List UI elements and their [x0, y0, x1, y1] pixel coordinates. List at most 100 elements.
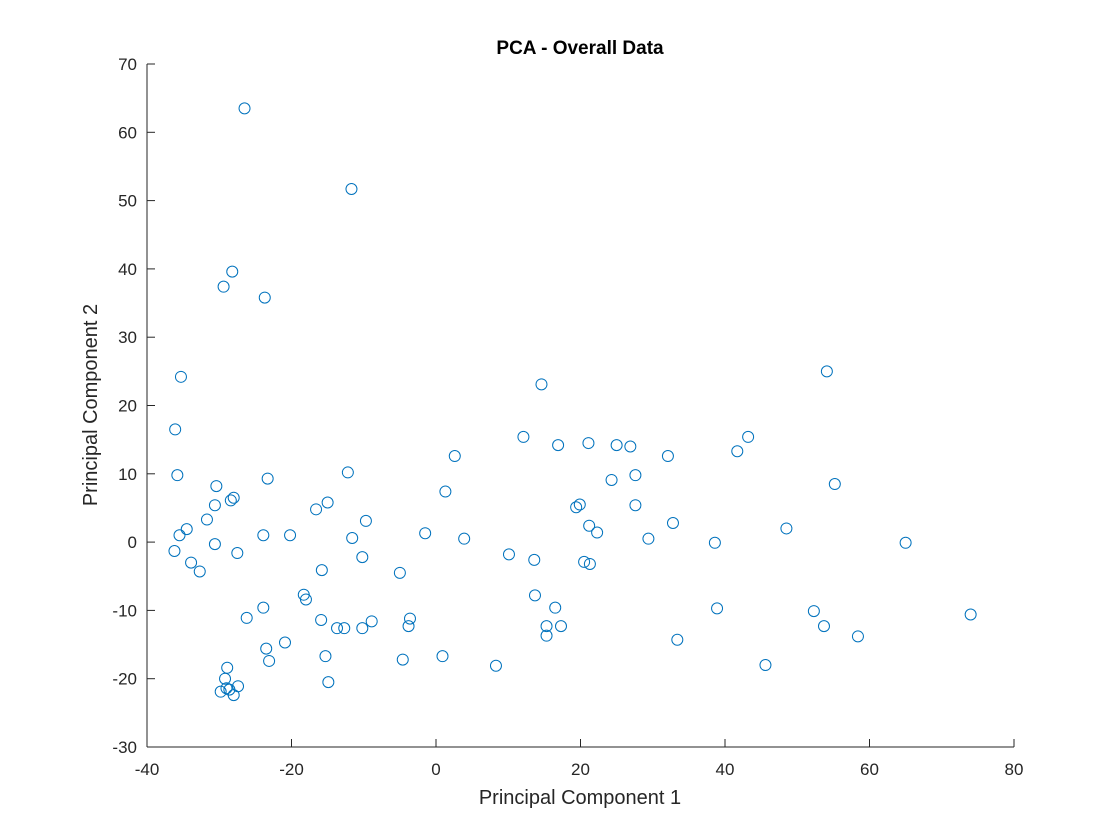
y-tick-label: -10 [112, 601, 137, 620]
data-point [231, 547, 244, 560]
data-point [711, 602, 724, 615]
data-point [341, 466, 354, 479]
x-tick-label: 40 [716, 760, 735, 779]
data-point [224, 494, 237, 507]
data-point [535, 378, 548, 391]
data-point [899, 536, 912, 549]
data-point [193, 565, 206, 578]
y-tick-label: 20 [118, 397, 137, 416]
data-point [319, 650, 332, 663]
data-point [554, 620, 567, 633]
data-point [851, 630, 864, 643]
data-point [214, 685, 227, 698]
data-point [299, 593, 312, 606]
data-point [671, 633, 684, 646]
data-point [402, 620, 415, 633]
data-point [185, 556, 198, 569]
data-point [605, 473, 618, 486]
data-point [315, 613, 328, 626]
data-point [261, 472, 274, 485]
data-point [540, 629, 553, 642]
data-point [666, 516, 679, 529]
data-point [200, 513, 213, 526]
data-point [448, 450, 461, 463]
data-point [573, 498, 586, 511]
data-point [528, 553, 541, 566]
chart-title: PCA - Overall Data [496, 38, 664, 59]
data-point [322, 676, 335, 689]
x-tick-label: -40 [135, 760, 160, 779]
data-point [583, 519, 596, 532]
data-point [489, 659, 502, 672]
data-point [217, 280, 230, 293]
y-tick-label: 70 [118, 55, 137, 74]
data-point [393, 566, 406, 579]
data-point [226, 265, 239, 278]
x-axis-label: Principal Component 1 [479, 787, 681, 809]
data-point [708, 536, 721, 549]
data-point [582, 437, 595, 450]
y-tick-label: 10 [118, 465, 137, 484]
data-point [310, 503, 323, 516]
data-point [578, 555, 591, 568]
data-point [210, 480, 223, 493]
y-tick-label: -30 [112, 738, 137, 757]
data-point [315, 564, 328, 577]
data-point [964, 608, 977, 621]
data-point [661, 450, 674, 463]
y-tick-label: -20 [112, 670, 137, 689]
data-point [458, 532, 471, 545]
data-point [396, 653, 409, 666]
y-tick-label: 0 [128, 533, 137, 552]
data-point [502, 548, 515, 561]
data-point [570, 501, 583, 514]
data-point [284, 529, 297, 542]
x-tick-label: 80 [1005, 760, 1024, 779]
data-point [278, 636, 291, 649]
y-axis-label: Principal Component 2 [80, 304, 102, 506]
data-point [257, 529, 270, 542]
data-point [258, 291, 271, 304]
data-point [742, 430, 755, 443]
data-point [403, 612, 416, 625]
data-point [359, 514, 372, 527]
data-point [583, 557, 596, 570]
data-point [820, 365, 833, 378]
data-point [171, 469, 184, 482]
data-point [219, 672, 232, 685]
data-point [624, 440, 637, 453]
data-point [817, 620, 830, 633]
data-point [238, 102, 251, 115]
data-point [168, 544, 181, 557]
data-point [345, 182, 358, 195]
data-point [439, 485, 452, 498]
data-point [208, 499, 221, 512]
data-point [642, 532, 655, 545]
data-point [828, 478, 841, 491]
data-point [552, 439, 565, 452]
y-ticks: -30 -20 -10 0 10 20 30 40 50 60 70 [112, 55, 155, 757]
x-tick-label: 60 [860, 760, 879, 779]
data-point [436, 650, 449, 663]
data-point [338, 622, 351, 635]
data-point [759, 659, 772, 672]
data-point [356, 622, 369, 635]
data-point [807, 605, 820, 618]
y-tick-label: 50 [118, 192, 137, 211]
x-tick-label: 0 [431, 760, 440, 779]
data-point [221, 661, 234, 674]
data-point [365, 615, 378, 628]
data-point [331, 622, 344, 635]
data-point [356, 551, 369, 564]
data-point [260, 642, 273, 655]
data-point [731, 445, 744, 458]
data-point [419, 527, 432, 540]
data-point [169, 423, 182, 436]
data-point [174, 370, 187, 383]
y-tick-label: 30 [118, 328, 137, 347]
x-ticks: -40 -20 0 20 40 60 80 [135, 739, 1024, 779]
x-tick-label: 20 [571, 760, 590, 779]
data-point [591, 526, 604, 539]
data-point [227, 689, 240, 702]
